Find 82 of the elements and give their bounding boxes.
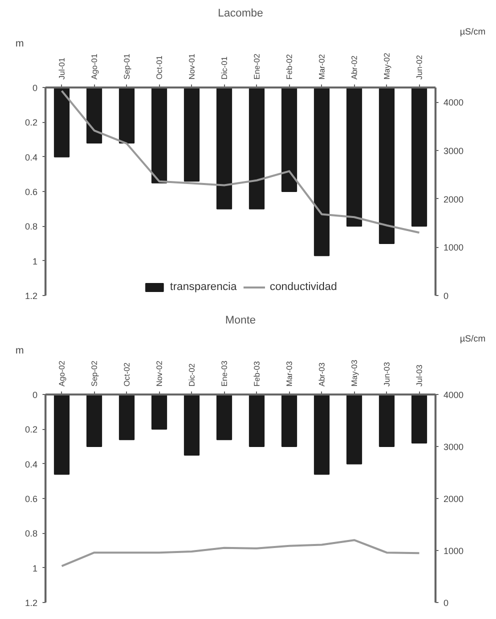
bar — [151, 394, 168, 430]
bar — [248, 88, 265, 210]
y2-axis-title: µS/cm — [460, 334, 486, 344]
line-series — [60, 90, 420, 234]
y2-tick-label: 4000 — [444, 390, 464, 400]
chart-title: Monte — [225, 314, 256, 326]
chart-title: Lacombe — [218, 8, 264, 20]
x-tick-label: Feb-02 — [284, 54, 294, 80]
x-tick-label: Mar-02 — [317, 54, 326, 80]
y-tick-label: 0.2 — [24, 118, 38, 128]
x-tick-label: Abr-03 — [317, 362, 326, 386]
x-tick-label: Jul-03 — [414, 364, 424, 386]
legend-label: conductividad — [270, 281, 337, 293]
y2-tick-label: 1000 — [444, 242, 464, 253]
x-tick-label: Sep-02 — [90, 360, 99, 386]
x-tick-label: Jul-01 — [57, 57, 66, 80]
x-tick-label: Oct-01 — [154, 54, 164, 80]
x-tick-label: Dic-01 — [220, 56, 229, 80]
y-tick-label: 0.6 — [24, 187, 38, 197]
x-tick-label: Nov-01 — [187, 53, 196, 80]
x-tick-label: Dic-02 — [187, 362, 196, 386]
bar — [86, 88, 102, 144]
x-tick-label: Oct-02 — [122, 362, 132, 386]
y2-tick-label: 0 — [444, 598, 449, 608]
bar — [216, 394, 232, 440]
bar — [151, 88, 168, 184]
x-tick-label: Ene-02 — [252, 53, 262, 80]
bar — [184, 88, 200, 182]
x-tick-label: May-03 — [350, 359, 359, 386]
x-tick-label: Abr-02 — [350, 54, 359, 80]
x-tick-label: Ago-01 — [90, 53, 99, 80]
bar — [281, 394, 298, 447]
bar — [411, 88, 428, 227]
x-tick-label: Ene-03 — [220, 360, 229, 386]
bar — [86, 394, 102, 447]
y-tick-label: 0.2 — [24, 424, 38, 435]
y2-tick-label: 1000 — [444, 546, 464, 556]
y2-tick-label: 4000 — [444, 98, 464, 108]
y-tick-label: 0.8 — [24, 222, 38, 232]
y-tick-label: 0 — [32, 83, 38, 93]
x-tick-label: May-02 — [382, 52, 392, 80]
bar — [281, 88, 298, 192]
line-series — [60, 539, 420, 568]
y-tick-label: 1.2 — [24, 291, 38, 301]
x-tick-label: Jun-03 — [382, 361, 392, 386]
y2-tick-label: 3000 — [444, 146, 464, 156]
bar — [314, 88, 330, 256]
bar — [378, 394, 395, 447]
x-tick-label: Sep-01 — [122, 53, 132, 80]
bar — [118, 394, 135, 440]
y2-tick-label: 2000 — [444, 494, 464, 504]
y-tick-label: 0.4 — [24, 152, 38, 162]
bar — [314, 394, 330, 475]
x-tick-label: Jun-02 — [414, 54, 424, 80]
bar — [54, 88, 70, 158]
bar — [54, 394, 70, 475]
y2-tick-label: 3000 — [444, 442, 464, 452]
bar — [411, 394, 428, 444]
bar — [184, 394, 200, 456]
bar — [118, 88, 135, 144]
bar — [346, 88, 362, 227]
x-tick-label: Nov-02 — [154, 360, 164, 386]
y2-tick-label: 2000 — [444, 194, 464, 204]
bar — [378, 88, 395, 244]
y-tick-label: 0.8 — [24, 528, 38, 539]
y-tick-label: 0.4 — [24, 459, 38, 470]
y-tick-label: 1.2 — [24, 598, 38, 608]
y2-axis-title: µS/cm — [460, 26, 486, 36]
y-tick-label: 1 — [32, 256, 38, 266]
y-axis-title: m — [16, 38, 24, 50]
bar — [248, 394, 265, 447]
y-tick-label: 0 — [32, 390, 38, 400]
bar — [346, 394, 362, 464]
y2-tick-label: 0 — [444, 291, 449, 301]
y-tick-label: 1 — [32, 563, 38, 574]
y-tick-label: 0.6 — [24, 494, 38, 504]
legend-label: transparencia — [170, 281, 237, 293]
x-tick-label: Ago-02 — [57, 360, 66, 386]
x-tick-label: Mar-03 — [284, 360, 294, 386]
bar — [216, 88, 232, 210]
x-tick-label: Feb-03 — [252, 360, 262, 386]
y-axis-title: m — [16, 346, 24, 356]
